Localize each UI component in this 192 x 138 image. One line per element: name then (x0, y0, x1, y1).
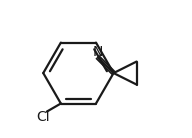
Text: Cl: Cl (37, 110, 50, 124)
Text: N: N (93, 45, 103, 59)
